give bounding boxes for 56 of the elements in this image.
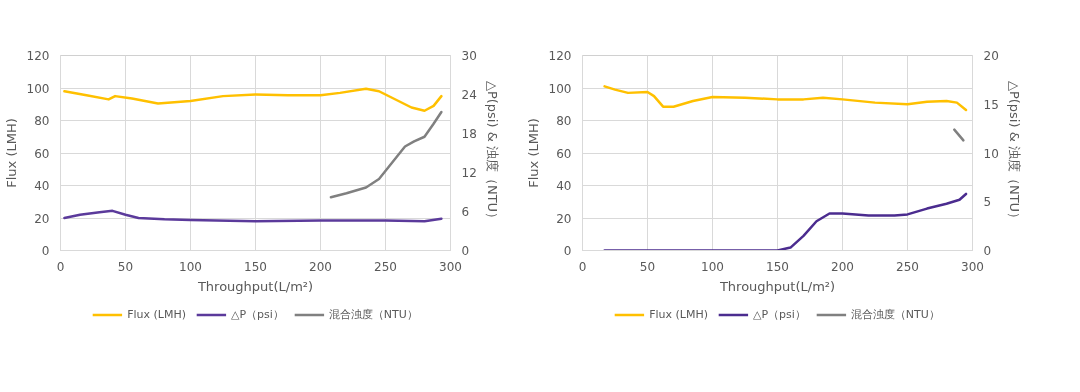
x-tick-label: 100 xyxy=(701,259,724,274)
x-tick-label: 0 xyxy=(578,259,587,274)
y2-tick-label: 18 xyxy=(461,127,477,141)
line-series xyxy=(329,110,443,199)
x-tick-label: 200 xyxy=(831,259,854,274)
y2-tick-label: 10 xyxy=(983,146,999,161)
y-tick-label: 100 xyxy=(548,81,572,96)
y2-tick-label: 0 xyxy=(461,244,470,258)
x-tick-label: 0 xyxy=(56,259,65,274)
legend-label: 混合浊度（NTU） xyxy=(328,306,418,322)
legend-label: △P（psi） xyxy=(230,306,284,322)
y2-tick-label: 20 xyxy=(983,49,999,63)
y-tick-label: 40 xyxy=(556,179,572,193)
x-tick-label: 150 xyxy=(766,259,789,274)
y-tick-label: 40 xyxy=(34,179,50,193)
y2-tick-label: 24 xyxy=(461,88,477,102)
x-axis-title: Throughput(L/m²) xyxy=(196,278,314,294)
x-tick-label: 300 xyxy=(961,259,984,274)
y2-axis-title: △P(psi) & 浊度（NTU） xyxy=(484,80,500,226)
legend-label: 混合浊度（NTU） xyxy=(850,306,940,322)
y-axis-title: Flux (LMH) xyxy=(525,118,541,188)
line-series xyxy=(603,85,968,112)
y2-tick-label: 5 xyxy=(983,195,992,210)
x-tick-label: 300 xyxy=(439,259,462,274)
x-tick-label: 250 xyxy=(896,259,919,274)
x-tick-label: 200 xyxy=(309,259,332,274)
y2-tick-label: 12 xyxy=(461,166,477,180)
legend-label: △P（psi） xyxy=(752,306,806,322)
x-axis-title: Throughput(L/m²) xyxy=(718,278,836,294)
y-tick-label: 0 xyxy=(41,244,50,258)
y-tick-label: 20 xyxy=(556,211,572,226)
y2-tick-label: 0 xyxy=(983,244,992,258)
y2-tick-label: 6 xyxy=(461,205,470,219)
x-tick-label: 50 xyxy=(117,259,134,274)
y-tick-label: 80 xyxy=(556,114,572,128)
line-series xyxy=(603,192,968,251)
y2-tick-label: 30 xyxy=(461,49,477,63)
x-tick-label: 100 xyxy=(179,259,202,274)
y-tick-label: 20 xyxy=(34,211,50,226)
y-tick-label: 60 xyxy=(34,146,50,161)
legend-label: Flux (LMH) xyxy=(649,307,708,321)
y-tick-label: 120 xyxy=(548,49,572,63)
y-tick-label: 120 xyxy=(26,49,50,63)
y-tick-label: 100 xyxy=(26,81,50,96)
y-tick-label: 60 xyxy=(556,146,572,161)
x-tick-label: 150 xyxy=(244,259,267,274)
line-series xyxy=(63,209,443,223)
y2-axis-title: △P(psi) & 浊度（NTU） xyxy=(1006,80,1022,226)
y-axis-title: Flux (LMH) xyxy=(3,118,19,188)
y-tick-label: 80 xyxy=(34,114,50,128)
y-tick-label: 0 xyxy=(563,244,572,258)
line-series xyxy=(63,87,443,112)
y2-tick-label: 15 xyxy=(983,97,999,112)
legend-label: Flux (LMH) xyxy=(127,307,186,321)
x-tick-label: 50 xyxy=(639,259,656,274)
x-tick-label: 250 xyxy=(374,259,397,274)
